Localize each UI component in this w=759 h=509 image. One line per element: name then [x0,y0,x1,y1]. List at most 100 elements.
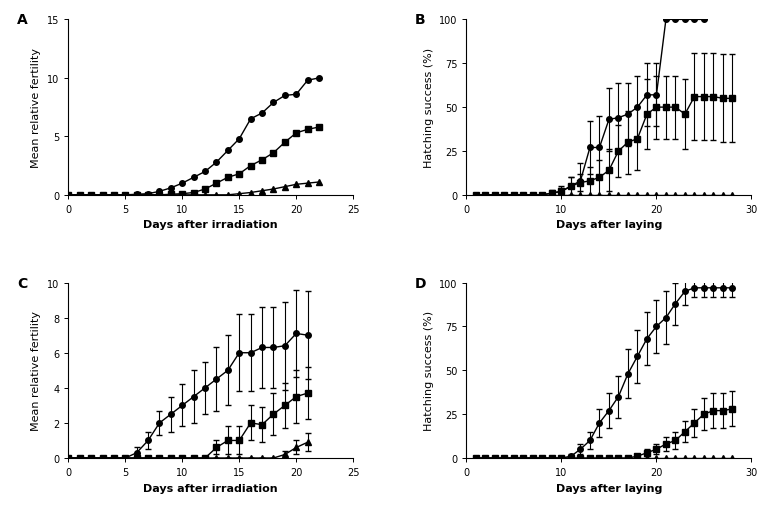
100 Gy [132,192,141,199]
0 Gy [189,175,198,181]
200 Gy [557,455,566,461]
200 Gy [576,455,585,461]
200 Gy [314,180,323,186]
200 Gy [566,192,575,199]
100 Gy [166,192,175,198]
200 Gy [690,455,699,461]
0 Gy [64,192,73,199]
200 Gy [519,192,528,199]
100 Gy [178,191,187,197]
100 Gy [212,181,221,187]
200 Gy [690,192,699,199]
100 Gy [280,140,289,146]
200 Gy [64,192,73,199]
200 Gy [633,455,642,461]
100 Gy [257,157,266,163]
X-axis label: Days after irradiation: Days after irradiation [143,220,278,230]
0 Gy [212,160,221,166]
200 Gy [576,192,585,199]
200 Gy [481,455,490,461]
Y-axis label: Hatching success (%): Hatching success (%) [424,310,433,431]
200 Gy [642,192,651,199]
200 Gy [109,192,118,199]
200 Gy [132,192,141,199]
X-axis label: Days after irradiation: Days after irradiation [143,483,278,493]
200 Gy [471,192,480,199]
200 Gy [257,188,266,194]
200 Gy [87,192,96,199]
200 Gy [189,192,198,199]
100 Gy [223,175,232,181]
200 Gy [699,192,708,199]
200 Gy [303,181,312,187]
200 Gy [500,192,509,199]
200 Gy [490,192,499,199]
0 Gy [303,78,312,84]
200 Gy [538,192,547,199]
0 Gy [109,192,118,199]
X-axis label: Days after laying: Days after laying [556,220,662,230]
Line: 200 Gy: 200 Gy [65,180,322,198]
200 Gy [614,192,623,199]
200 Gy [269,187,278,193]
0 Gy [235,136,244,143]
200 Gy [728,455,737,461]
200 Gy [623,192,632,199]
100 Gy [64,192,73,199]
100 Gy [143,192,153,199]
100 Gy [189,190,198,196]
200 Gy [291,182,301,188]
200 Gy [547,455,556,461]
0 Gy [98,192,107,199]
Text: A: A [17,13,28,27]
200 Gy [121,192,130,199]
Text: B: B [415,13,426,27]
X-axis label: Days after laying: Days after laying [556,483,662,493]
100 Gy [200,187,209,193]
0 Gy [178,181,187,187]
200 Gy [623,455,632,461]
0 Gy [257,110,266,117]
Text: D: D [415,276,427,290]
200 Gy [519,455,528,461]
100 Gy [121,192,130,199]
200 Gy [718,192,727,199]
100 Gy [235,172,244,178]
Y-axis label: Mean relative fertility: Mean relative fertility [31,310,42,431]
100 Gy [314,125,323,131]
100 Gy [87,192,96,199]
200 Gy [528,455,537,461]
200 Gy [500,455,509,461]
200 Gy [585,192,594,199]
200 Gy [614,455,623,461]
Text: C: C [17,276,27,290]
200 Gy [642,455,651,461]
200 Gy [98,192,107,199]
200 Gy [155,192,164,199]
200 Gy [528,192,537,199]
200 Gy [604,192,613,199]
0 Gy [132,192,141,198]
200 Gy [547,192,556,199]
200 Gy [509,455,518,461]
200 Gy [212,192,221,199]
200 Gy [633,192,642,199]
0 Gy [200,169,209,175]
0 Gy [246,117,255,123]
200 Gy [166,192,175,199]
Legend: 0 Gy, 100 Gy, 200 Gy: 0 Gy, 100 Gy, 200 Gy [370,52,437,93]
200 Gy [595,192,604,199]
200 Gy [538,455,547,461]
200 Gy [566,455,575,461]
200 Gy [75,192,84,199]
Y-axis label: Hatching success (%): Hatching success (%) [424,48,433,168]
200 Gy [481,192,490,199]
200 Gy [699,455,708,461]
0 Gy [121,192,130,199]
200 Gy [652,455,661,461]
0 Gy [280,93,289,99]
200 Gy [661,192,670,199]
200 Gy [143,192,153,199]
200 Gy [671,192,680,199]
100 Gy [98,192,107,199]
